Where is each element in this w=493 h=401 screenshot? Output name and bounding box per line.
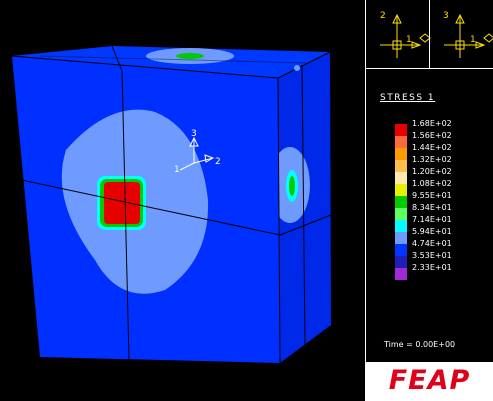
- axis-label-y: 2: [215, 157, 221, 167]
- front-face-contour-red: [104, 182, 140, 224]
- legend-row: 1.20E+02: [395, 167, 491, 184]
- legend-swatch: [395, 196, 407, 208]
- legend-row: 8.34E+01: [395, 203, 491, 220]
- legend-label: 4.74E+01: [412, 239, 452, 248]
- legend-swatch: [395, 268, 407, 280]
- legend-row: 1.44E+02: [395, 143, 491, 160]
- cube-render: 3 2 1: [11, 45, 332, 364]
- legend-label: 9.55E+01: [412, 191, 452, 200]
- view-triad-left-right-label: 1: [406, 35, 412, 45]
- legend-label: 2.33E+01: [412, 263, 452, 272]
- legend-title: STRESS 1: [380, 93, 436, 103]
- view-triad-right[interactable]: 3 1: [443, 11, 493, 58]
- view-triad-right-right-label: 1: [470, 35, 476, 45]
- legend-swatch: [395, 172, 407, 184]
- legend-swatch: [395, 160, 407, 172]
- legend-row: 5.94E+01: [395, 227, 491, 244]
- axis-triad: [179, 136, 215, 171]
- panel-divider-bottom: [366, 362, 493, 363]
- legend-swatch: [395, 208, 407, 220]
- legend-label: 1.44E+02: [412, 143, 452, 152]
- model-viewport[interactable]: 3 2 1: [0, 0, 365, 401]
- legend-row: 1.32E+02: [395, 155, 491, 172]
- corner-marker: [294, 65, 300, 71]
- legend-label: 1.68E+02: [412, 119, 452, 128]
- color-legend: 1.68E+02 1.56E+02 1.44E+02 1.32E+02 1.20E+02…: [395, 119, 491, 280]
- legend-swatch: [395, 148, 407, 160]
- view-triads: 2 1 3 1: [380, 11, 493, 58]
- legend-row: 1.08E+02: [395, 179, 491, 196]
- legend-label: 8.34E+01: [412, 203, 452, 212]
- feap-logo: FEAP: [366, 363, 493, 401]
- legend-label: 5.94E+01: [412, 227, 452, 236]
- legend-row: 7.14E+01: [395, 215, 491, 232]
- top-face-contour-inner: [176, 53, 204, 59]
- view-triad-left[interactable]: 2 1: [380, 11, 431, 58]
- legend-swatch: [395, 244, 407, 256]
- right-face-hotspot-core: [289, 176, 295, 196]
- legend-row: 1.56E+02: [395, 131, 491, 148]
- legend-row: 9.55E+01: [395, 191, 491, 208]
- side-panel: 2 1 3 1 STRESS 1 1.68E+02 1.56E+02 1.44E+0…: [365, 0, 493, 401]
- legend-label: 1.20E+02: [412, 167, 452, 176]
- panel-divider-top: [366, 68, 493, 69]
- legend-swatch: [395, 256, 407, 268]
- legend-label: 1.08E+02: [412, 179, 452, 188]
- legend-row: 2.33E+01: [395, 263, 491, 280]
- legend-label: 1.32E+02: [412, 155, 452, 164]
- axis-label-x: 1: [174, 165, 180, 175]
- legend-row: 1.68E+02: [395, 119, 491, 136]
- legend-label: 7.14E+01: [412, 215, 452, 224]
- triad-divider: [429, 0, 430, 68]
- legend-swatch: [395, 124, 407, 136]
- legend-row: 4.74E+01: [395, 239, 491, 256]
- view-triad-left-up-label: 2: [380, 11, 386, 21]
- legend-swatch: [395, 184, 407, 196]
- legend-label: 3.53E+01: [412, 251, 452, 260]
- legend-swatch: [395, 220, 407, 232]
- axis-label-z: 3: [191, 129, 197, 139]
- brand-text: FEAP: [388, 365, 471, 396]
- view-triad-right-up-label: 3: [443, 11, 449, 21]
- mesh-lines: [11, 45, 332, 364]
- legend-row: 3.53E+01: [395, 251, 491, 268]
- legend-swatch: [395, 136, 407, 148]
- legend-label: 1.56E+02: [412, 131, 452, 140]
- time-readout: Time = 0.00E+00: [384, 340, 456, 349]
- legend-swatch: [395, 232, 407, 244]
